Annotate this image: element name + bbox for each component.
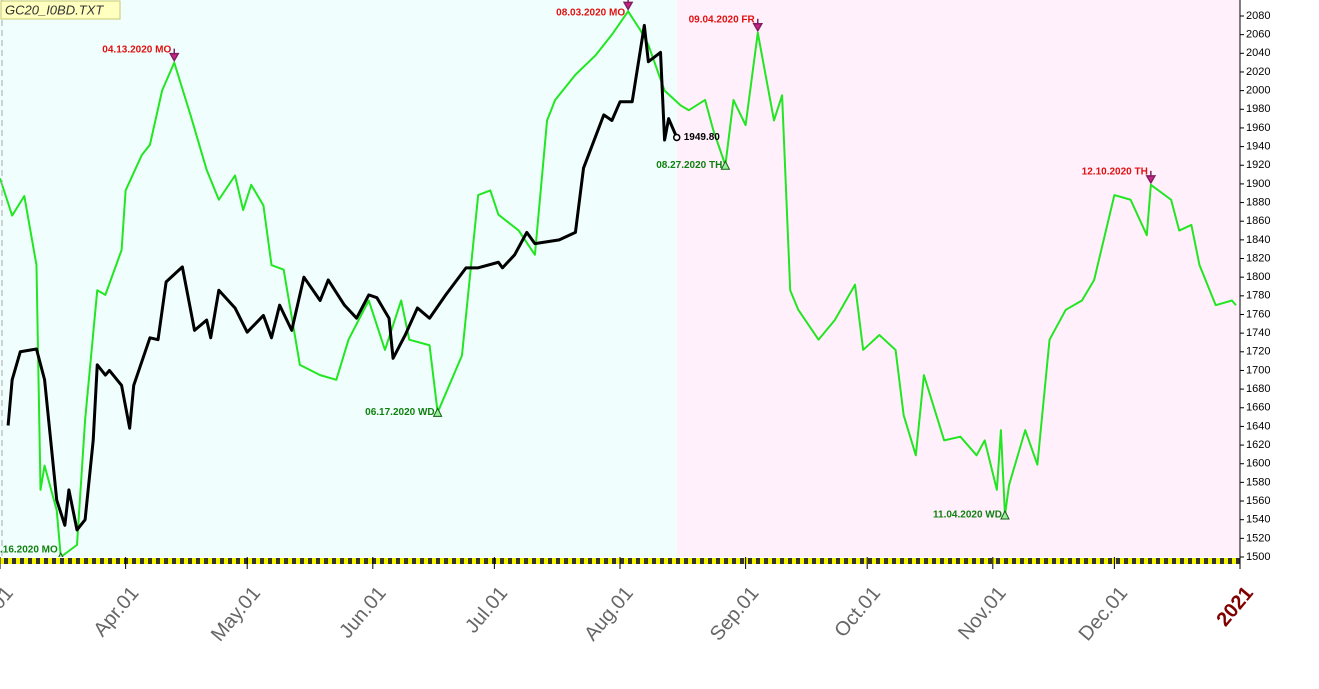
plot-area <box>0 0 1237 557</box>
last-value-marker <box>672 133 681 142</box>
y-tick-label: 2000 <box>1246 85 1270 97</box>
y-tick-label: 1660 <box>1246 402 1270 414</box>
y-tick-label: 1940 <box>1246 140 1270 152</box>
last-value-label: 1949.80 <box>684 132 721 143</box>
y-tick-label: 1500 <box>1246 551 1270 563</box>
y-tick-label: 1540 <box>1246 514 1270 526</box>
x-tick-label: May.01 <box>207 582 265 645</box>
shaded-region <box>676 0 1240 557</box>
annotation-label: 08.27.2020 TH <box>656 160 722 171</box>
low-marker <box>1000 509 1010 520</box>
x-tick-label: Mar.01 <box>0 582 18 643</box>
y-tick-label: 1700 <box>1246 364 1270 376</box>
annotation-label: 03.16.2020 MO <box>0 545 58 556</box>
y-tick-label: 1880 <box>1246 196 1270 208</box>
y-tick-label: 1520 <box>1246 532 1270 544</box>
y-tick-label: 1740 <box>1246 327 1270 339</box>
y-tick-label: 1780 <box>1246 290 1270 302</box>
y-tick-label: 2060 <box>1246 29 1270 41</box>
y-tick-label: 1800 <box>1246 271 1270 283</box>
y-tick-label: 1560 <box>1246 495 1270 507</box>
y-tick-label: 1580 <box>1246 476 1270 488</box>
x-tick-label: Aug.01 <box>580 582 638 645</box>
y-tick-label: 2040 <box>1246 47 1270 59</box>
x-tick-label: Jun.01 <box>335 582 390 642</box>
x-tick-label: Sep.01 <box>706 582 764 645</box>
y-tick-label: 1980 <box>1246 103 1270 115</box>
title-box <box>0 0 121 20</box>
chart-title: GC20_I0BD.TXT <box>5 2 104 17</box>
y-tick-label: 1620 <box>1246 439 1270 451</box>
x-tick-label: Oct.01 <box>830 582 885 641</box>
series-line <box>0 10 1237 557</box>
x-tick-label: Nov.01 <box>954 582 1011 644</box>
series-line <box>6 23 679 532</box>
high-marker <box>752 18 764 33</box>
high-marker <box>622 0 634 11</box>
high-marker <box>1145 170 1157 185</box>
y-tick-label: 1600 <box>1246 458 1270 470</box>
y-tick-label: 1640 <box>1246 420 1270 432</box>
y-tick-label: 1840 <box>1246 234 1270 246</box>
y-tick-label: 1680 <box>1246 383 1270 395</box>
x-tick-label: Dec.01 <box>1075 582 1133 645</box>
y-tick-label: 1820 <box>1246 252 1270 264</box>
annotation-label: 04.13.2020 MO <box>102 44 171 55</box>
shaded-region <box>0 0 677 557</box>
high-marker <box>168 48 180 63</box>
y-tick-label: 1720 <box>1246 346 1270 358</box>
y-tick-label: 2080 <box>1246 10 1270 22</box>
y-tick-label: 1960 <box>1246 122 1270 134</box>
low-marker <box>720 160 731 170</box>
annotation-label: 08.03.2020 MO <box>556 8 625 19</box>
y-tick-label: 1760 <box>1246 308 1270 320</box>
x-tick-label: 2021 <box>1212 582 1257 630</box>
annotation-label: 06.17.2020 WD <box>365 407 435 418</box>
x-tick-label: Apr.01 <box>89 582 143 640</box>
background <box>0 0 1240 557</box>
y-tick-label: 2020 <box>1246 66 1270 78</box>
y-tick-label: 1900 <box>1246 178 1270 190</box>
x-tick-label: Jul.01 <box>461 582 512 637</box>
low-marker <box>432 407 443 417</box>
y-tick-label: 1860 <box>1246 215 1270 227</box>
annotation-label: 11.04.2020 WD <box>933 510 1002 521</box>
y-tick-label: 1920 <box>1246 159 1270 171</box>
annotation-label: 12.10.2020 TH <box>1082 166 1148 177</box>
annotation-label: 09.04.2020 FR <box>689 14 756 25</box>
low-marker <box>58 551 64 557</box>
